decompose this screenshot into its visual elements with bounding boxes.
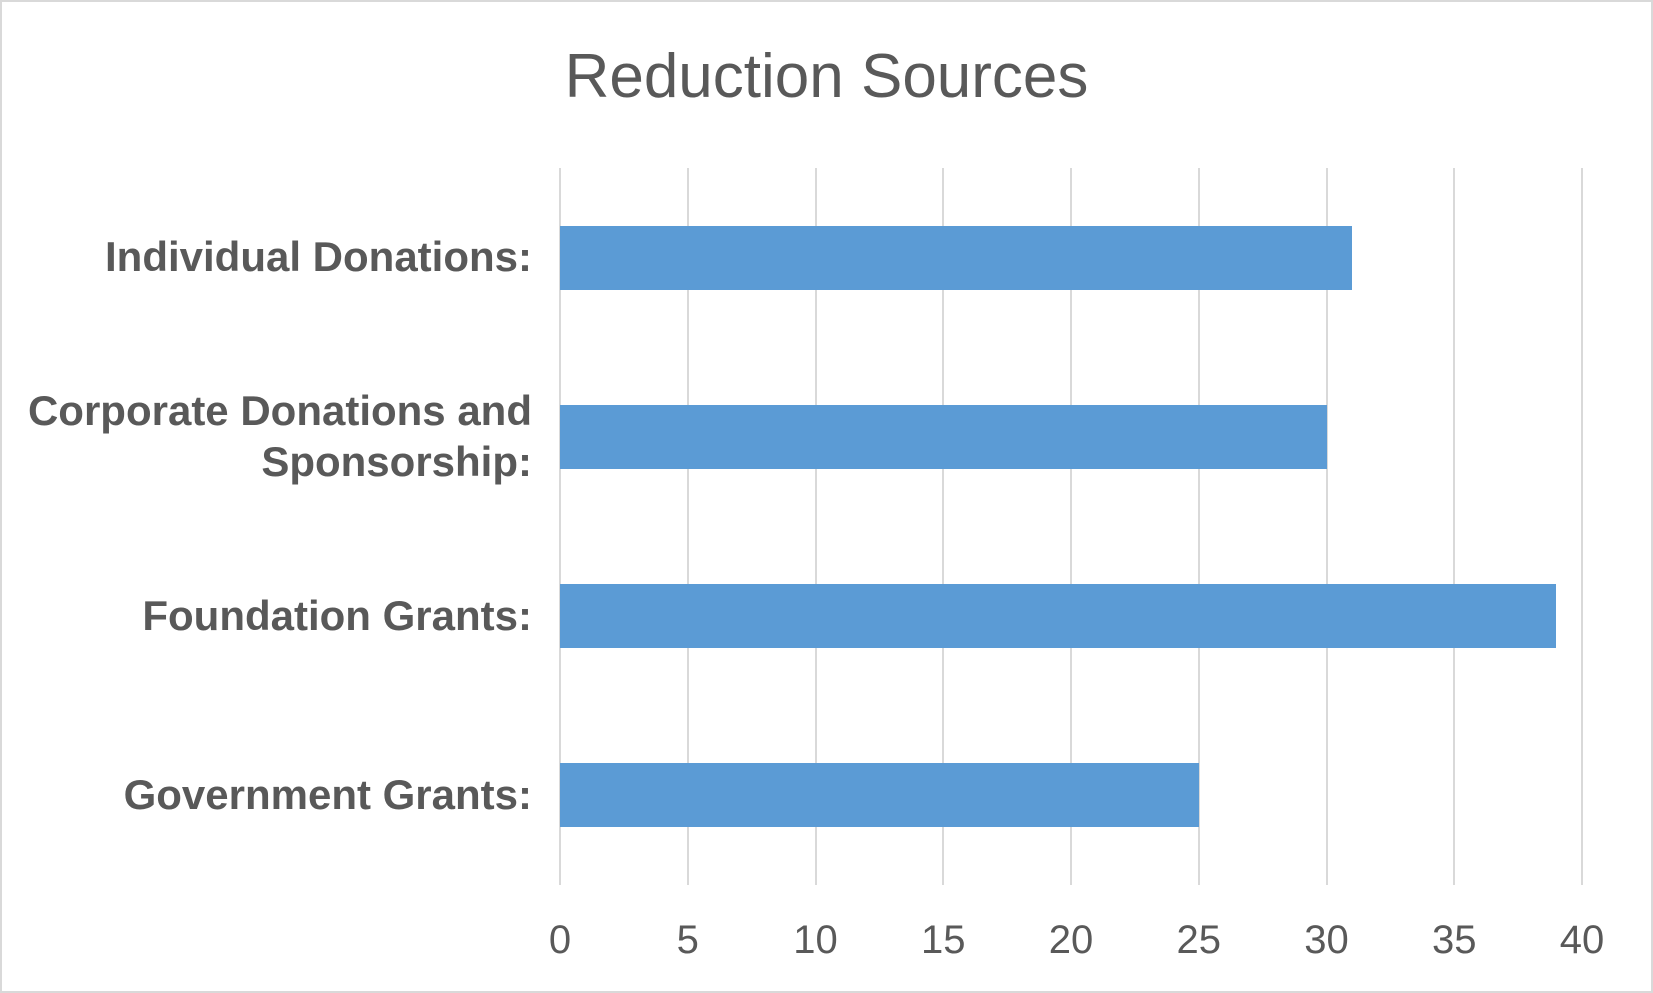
bar-band: [560, 347, 1582, 526]
bar-band: [560, 527, 1582, 706]
gridline: [814, 168, 817, 885]
x-tick-label: 30: [1304, 918, 1349, 962]
category-label: Government Grants:: [123, 771, 532, 819]
plot-area: [559, 168, 1583, 885]
bar-2: [560, 404, 1327, 469]
x-tick-label: 20: [1048, 918, 1094, 962]
category-axis: Individual Donations: Corporate Donations…: [2, 168, 532, 885]
category-row: Corporate Donations and Sponsorship:: [2, 347, 532, 526]
category-row: Government Grants:: [2, 706, 532, 885]
x-axis: 0 5 10 15 20 25 30 35 40: [549, 918, 1604, 970]
category-label: Individual Donations:: [105, 233, 532, 281]
gridline: [1070, 168, 1072, 885]
gridline: [1453, 168, 1456, 885]
bar-band: [560, 168, 1582, 347]
category-label: Corporate Donations and Sponsorship:: [27, 387, 532, 485]
gridline: [942, 168, 945, 885]
x-tick-label: 25: [1176, 918, 1222, 962]
gridline: [686, 168, 689, 885]
gridline: [1325, 168, 1328, 885]
gridline: [1581, 168, 1583, 885]
bar-4: [560, 763, 1199, 828]
gridline: [1197, 168, 1200, 885]
x-tick-label: 40: [1559, 918, 1605, 962]
x-tick-label: 5: [676, 918, 699, 962]
bar-3: [560, 584, 1557, 649]
bar-1: [560, 225, 1353, 290]
category-label: Foundation Grants:: [142, 591, 532, 639]
category-row: Individual Donations:: [2, 168, 532, 347]
gridline: [559, 168, 561, 885]
chart-title: Reduction Sources: [564, 42, 1089, 111]
bar-band: [560, 706, 1582, 885]
x-tick-label: 15: [921, 918, 966, 962]
category-row: Foundation Grants:: [2, 527, 532, 706]
x-tick-label: 10: [793, 918, 838, 962]
x-tick-label: 0: [548, 918, 572, 962]
x-tick-label: 35: [1432, 918, 1477, 962]
